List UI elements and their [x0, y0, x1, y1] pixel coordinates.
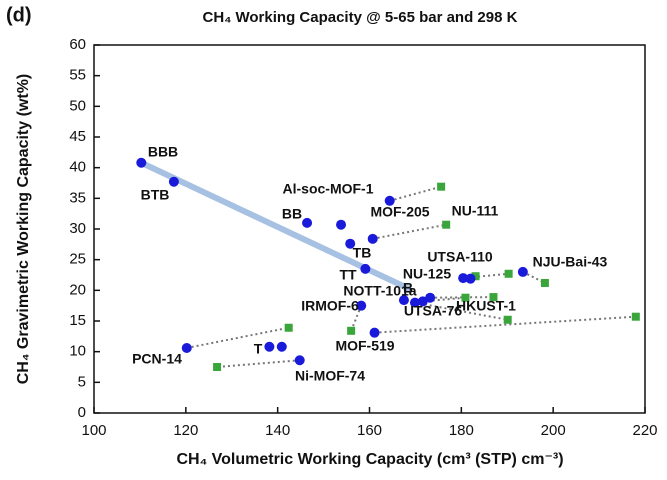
point [442, 220, 451, 229]
point-label: BB [282, 206, 302, 222]
point [471, 272, 480, 281]
point [409, 297, 420, 308]
x-tick-label: 140 [265, 422, 290, 439]
point-label: IRMOF-6 [301, 298, 359, 314]
point [504, 269, 513, 278]
x-tick-label: 120 [173, 422, 198, 439]
y-tick-label: 10 [69, 343, 86, 360]
y-tick-label: 15 [69, 312, 86, 329]
y-tick-label: 45 [69, 128, 86, 145]
x-tick-label: 200 [541, 422, 566, 439]
point [213, 363, 222, 371]
point [465, 273, 476, 284]
connector [422, 296, 466, 303]
point [398, 295, 409, 306]
y-tick-label: 60 [69, 36, 86, 53]
y-tick-label: 40 [69, 159, 86, 176]
point [425, 292, 436, 303]
point-label: UTSA-76 [404, 303, 463, 319]
connector [372, 223, 447, 240]
y-axis-label: CH₄ Gravimetric Working Capacity (wt%) [15, 74, 32, 385]
connector [186, 326, 289, 349]
y-tick-label: 30 [69, 220, 86, 237]
point [503, 315, 512, 324]
point [631, 312, 640, 321]
chart-title: CH₄ Working Capacity @ 5-65 bar and 298 … [203, 9, 518, 26]
point-label: NU-111 [452, 203, 499, 219]
point [458, 273, 469, 284]
point [276, 341, 287, 352]
x-tick-label: 220 [632, 422, 657, 439]
point-label: NOTT-101a [343, 283, 416, 299]
point [302, 217, 313, 228]
x-tick-label: 180 [449, 422, 474, 439]
point [181, 342, 192, 353]
point [369, 327, 380, 338]
point-label: TB [353, 245, 372, 261]
point-label: BBB [148, 144, 178, 160]
y-tick-label: 55 [69, 67, 86, 84]
x-axis-label: CH₄ Volumetric Working Capacity (cm³ (ST… [176, 451, 563, 468]
connector [389, 185, 442, 202]
point [356, 300, 367, 311]
point [461, 293, 470, 302]
point-label: NU-125 [403, 266, 451, 282]
point [540, 278, 549, 287]
point-label: BTB [141, 187, 170, 203]
point [294, 355, 305, 366]
point [360, 263, 371, 274]
point-label: HKUST-1 [456, 298, 516, 314]
point-label: T [254, 341, 263, 357]
x-tick-label: 160 [357, 422, 382, 439]
point [384, 195, 395, 206]
point [136, 157, 147, 168]
point [264, 341, 275, 352]
x-tick-label: 100 [81, 422, 106, 439]
point [367, 233, 378, 244]
point-label: MOF-205 [370, 204, 429, 220]
point [347, 326, 356, 335]
point [489, 293, 498, 302]
point-label: Al-soc-MOF-1 [283, 181, 374, 197]
point [284, 323, 293, 332]
point-label: PCN-14 [132, 351, 182, 367]
point [336, 219, 347, 230]
y-tick-label: 5 [78, 373, 86, 390]
point-label: Ni-MOF-74 [295, 368, 365, 384]
point [345, 238, 356, 249]
connector [414, 301, 508, 321]
y-tick-label: 20 [69, 281, 86, 298]
point-label: MOF-519 [335, 338, 394, 354]
y-tick-label: 25 [69, 251, 86, 268]
point-label: UTSA-110 [427, 249, 493, 265]
point [168, 176, 179, 187]
y-tick-label: 0 [78, 404, 86, 421]
point [437, 182, 446, 191]
point-label: B [403, 280, 413, 296]
y-tick-label: 50 [69, 97, 86, 114]
point-label: TT [339, 267, 357, 283]
point-label: NJU-Bai-43 [533, 254, 608, 270]
y-tick-label: 35 [69, 189, 86, 206]
panel-label: (d) [6, 4, 32, 26]
connector [374, 315, 636, 334]
point [517, 266, 528, 277]
connector [216, 359, 300, 368]
